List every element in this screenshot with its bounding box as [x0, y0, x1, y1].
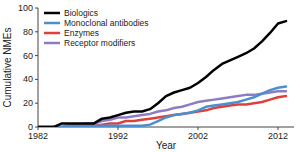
plot-area: [38, 21, 286, 127]
chart: 0204060801001982199220022012YearCumulati…: [0, 0, 300, 152]
y-tick-label: 40: [23, 74, 33, 84]
x-tick: [278, 127, 279, 130]
legend-label: Receptor modifiers: [64, 38, 135, 48]
legend: BiologicsMonoclonal antibodiesEnzymesRec…: [44, 8, 149, 48]
y-tick-label: 60: [23, 51, 33, 61]
legend-swatch: [44, 32, 60, 35]
x-axis-label: Year: [156, 140, 177, 151]
legend-swatch: [44, 22, 60, 25]
x-tick: [38, 127, 39, 130]
x-tick-label: 1992: [108, 131, 128, 141]
x-tick-label: 1982: [28, 131, 48, 141]
y-tick: [35, 55, 38, 56]
x-tick-label: 2012: [268, 131, 288, 141]
x-tick-label: 2002: [188, 131, 208, 141]
x-tick: [198, 127, 199, 130]
y-axis-label: Cumulative NMEs: [2, 27, 13, 107]
series-line: [38, 87, 286, 127]
y-tick-label: 100: [18, 3, 33, 13]
legend-swatch: [44, 42, 60, 45]
legend-swatch: [44, 12, 60, 15]
legend-label: Enzymes: [64, 28, 99, 38]
x-tick: [118, 127, 119, 130]
y-tick: [35, 8, 38, 9]
series-line: [38, 21, 286, 127]
y-tick: [35, 79, 38, 80]
series-line: [38, 91, 286, 127]
y-tick: [35, 103, 38, 104]
y-axis-line: [38, 8, 39, 127]
y-tick: [35, 31, 38, 32]
y-tick-label: 20: [23, 98, 33, 108]
legend-label: Monoclonal antibodies: [64, 18, 149, 28]
legend-label: Biologics: [64, 8, 98, 18]
y-tick-label: 80: [23, 27, 33, 37]
